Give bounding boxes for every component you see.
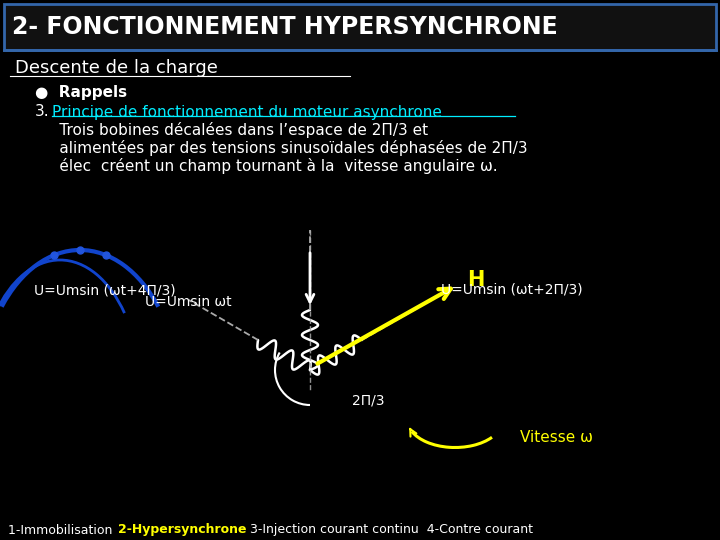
Bar: [4, 4, 716, 50]
Text: H: H: [467, 270, 485, 290]
Text: Trois bobines décalées dans l’espace de 2Π/3 et: Trois bobines décalées dans l’espace de …: [35, 122, 428, 138]
Text: ●  Rappels: ● Rappels: [35, 85, 127, 100]
Text: 1-Immobilisation: 1-Immobilisation: [8, 523, 120, 537]
Text: Vitesse ω: Vitesse ω: [520, 430, 593, 445]
Text: Descente de la charge: Descente de la charge: [15, 59, 218, 77]
Text: U=Umsin (ωt+4Π/3): U=Umsin (ωt+4Π/3): [34, 283, 176, 297]
Text: U=Umsin ωt: U=Umsin ωt: [145, 295, 232, 309]
Text: élec  créent un champ tournant à la  vitesse angulaire ω.: élec créent un champ tournant à la vites…: [35, 158, 498, 174]
Text: U=Umsin (ωt+2Π/3): U=Umsin (ωt+2Π/3): [441, 283, 583, 297]
Text: 3.: 3.: [35, 105, 50, 119]
Text: 2-Hypersynchrone: 2-Hypersynchrone: [118, 523, 246, 537]
Text: 3-Injection courant continu  4-Contre courant: 3-Injection courant continu 4-Contre cou…: [242, 523, 533, 537]
Text: alimentées par des tensions sinusoïdales déphasées de 2Π/3: alimentées par des tensions sinusoïdales…: [35, 140, 528, 156]
Text: 2- FONCTIONNEMENT HYPERSYNCHRONE: 2- FONCTIONNEMENT HYPERSYNCHRONE: [12, 15, 558, 39]
Text: 2Π/3: 2Π/3: [352, 393, 384, 407]
Text: Principe de fonctionnement du moteur asynchrone: Principe de fonctionnement du moteur asy…: [52, 105, 442, 119]
